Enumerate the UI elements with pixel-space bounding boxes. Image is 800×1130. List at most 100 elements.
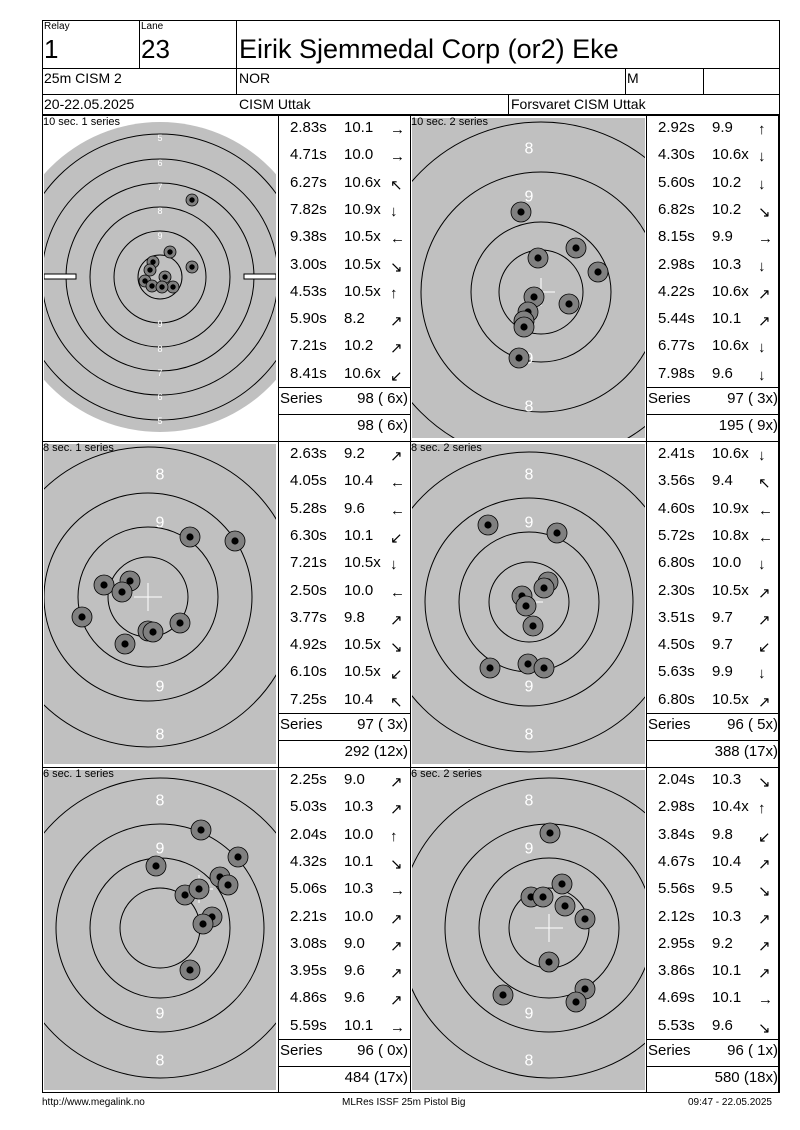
ring-label: 7	[157, 182, 162, 192]
shot-direction-arrow-icon: ↗	[758, 611, 771, 629]
shot-score: 10.6x	[712, 337, 749, 355]
shot-direction-arrow-icon: ↑	[758, 121, 766, 138]
shot-direction-arrow-icon: ↘	[758, 774, 771, 791]
shot-score: 9.7	[712, 636, 733, 654]
shot-score: 10.8x	[712, 526, 749, 544]
shot-time: 4.67s	[658, 852, 695, 870]
shot-row: 4.05s 10.4 ←	[278, 472, 408, 499]
series-label: Series	[648, 1042, 691, 1059]
footer-software: MLRes ISSF 25m Pistol Big	[342, 1097, 466, 1108]
shot-direction-arrow-icon: ←	[758, 501, 773, 519]
shot-score: 9.6	[712, 364, 733, 382]
shot-row: 6.77s 10.6x ↓	[646, 337, 776, 364]
shot-row: 5.59s 10.1 →	[278, 1017, 408, 1044]
relay-label: Relay	[44, 21, 70, 32]
ring-label: 8	[157, 206, 162, 216]
shot-score: 10.4x	[712, 798, 749, 816]
shot-time: 5.44s	[658, 310, 695, 328]
shot-time: 2.21s	[290, 907, 327, 925]
shot-hole-center	[121, 640, 129, 648]
shot-time: 3.77s	[290, 608, 327, 626]
shot-row: 4.32s 10.1 ↘	[278, 853, 408, 880]
shot-hole-center	[581, 985, 589, 993]
ring-label: 6	[157, 158, 162, 168]
shot-time: 4.05s	[290, 472, 327, 490]
shot-time: 3.56s	[658, 472, 695, 490]
lane-field: Lane 23	[139, 20, 236, 68]
shot-hole-center	[558, 880, 566, 888]
shot-row: 5.53s 9.6 ↘	[646, 1017, 776, 1044]
shot-time: 2.92s	[658, 119, 695, 136]
shot-time: 4.92s	[290, 636, 327, 654]
lane-value: 23	[141, 34, 170, 64]
shot-row: 4.22s 10.6x ↗	[646, 283, 776, 310]
shot-time: 5.60s	[658, 173, 695, 191]
shot-direction-arrow-icon: ↙	[758, 639, 771, 657]
shot-hole-center	[150, 259, 156, 265]
shot-row: 4.71s 10.0 →	[278, 146, 408, 173]
shot-hole-center	[522, 602, 530, 610]
shot-hole-center	[534, 254, 542, 262]
results-grid	[42, 115, 780, 1093]
shot-row: 4.86s 9.6 ↗	[278, 989, 408, 1016]
shot-time: 7.82s	[290, 200, 327, 218]
shot-time: 3.51s	[658, 608, 695, 626]
shot-row: 2.98s 10.4x ↑	[646, 798, 776, 825]
running-total: 292 (12x)	[344, 743, 408, 760]
shot-score: 10.1	[344, 1016, 374, 1034]
shot-direction-arrow-icon: ↗	[390, 611, 403, 629]
shot-hole-center	[186, 966, 194, 974]
shot-score: 10.1	[712, 989, 742, 1007]
shot-time: 3.84s	[658, 825, 695, 843]
shot-direction-arrow-icon: ↓	[390, 556, 398, 574]
shot-time: 7.25s	[290, 690, 327, 708]
ring-label: 8	[525, 1053, 534, 1070]
shot-hole-center	[517, 208, 525, 216]
shot-direction-arrow-icon: →	[758, 230, 773, 248]
shot-hole-center	[546, 829, 554, 837]
shot-score: 9.8	[344, 608, 365, 626]
shot-hole-center	[561, 902, 569, 910]
shot-row: 6.80s 10.0 ↓	[646, 554, 776, 581]
scoring-ring	[412, 777, 645, 1079]
scoring-ring	[44, 492, 253, 702]
shot-hole-center	[234, 853, 242, 861]
shot-direction-arrow-icon: ↗	[758, 285, 771, 303]
shot-hole-center	[176, 619, 184, 627]
shot-score: 10.5x	[712, 690, 749, 708]
shot-row: 4.53s 10.5x ↑	[278, 283, 408, 310]
shot-direction-arrow-icon: ↗	[390, 801, 403, 819]
shot-score: 9.0	[344, 771, 365, 788]
scoring-ring	[478, 857, 620, 999]
shot-score: 10.4	[712, 852, 742, 870]
shot-score: 10.5x	[344, 554, 381, 572]
shot-hole-center	[499, 991, 507, 999]
ring-label: 9	[525, 189, 534, 206]
shot-score: 10.5x	[344, 663, 381, 681]
shot-row: 5.63s 9.9 ↓	[646, 663, 776, 690]
shot-score: 9.0	[344, 934, 365, 952]
shot-time: 4.50s	[658, 636, 695, 654]
ring-label: 9	[156, 515, 165, 532]
shot-time: 6.80s	[658, 554, 695, 572]
ring-label: 9	[157, 231, 162, 241]
shot-score: 10.4	[344, 690, 374, 708]
competition-name: CISM Uttak	[239, 96, 311, 112]
shot-hole-center	[530, 293, 538, 301]
series-title: 10 sec. 2 series	[411, 116, 489, 128]
nation: NOR	[239, 70, 271, 86]
shot-direction-arrow-icon: ↗	[390, 774, 403, 791]
shot-time: 4.69s	[658, 989, 695, 1007]
shot-row: 3.56s 9.4 ↖	[646, 472, 776, 499]
shot-score: 10.5x	[344, 282, 381, 300]
shot-score: 10.1	[344, 526, 374, 544]
scoring-ring	[55, 823, 265, 1033]
shot-score: 10.5x	[344, 228, 381, 246]
shot-direction-arrow-icon: ↗	[758, 584, 771, 602]
shot-direction-arrow-icon: ↗	[758, 965, 771, 983]
shot-row: 3.84s 9.8 ↙	[646, 826, 776, 853]
ring-label: 8	[525, 727, 534, 744]
shot-time: 5.03s	[290, 798, 327, 816]
shot-row: 5.06s 10.3 →	[278, 880, 408, 907]
scoring-ring	[44, 777, 276, 1079]
